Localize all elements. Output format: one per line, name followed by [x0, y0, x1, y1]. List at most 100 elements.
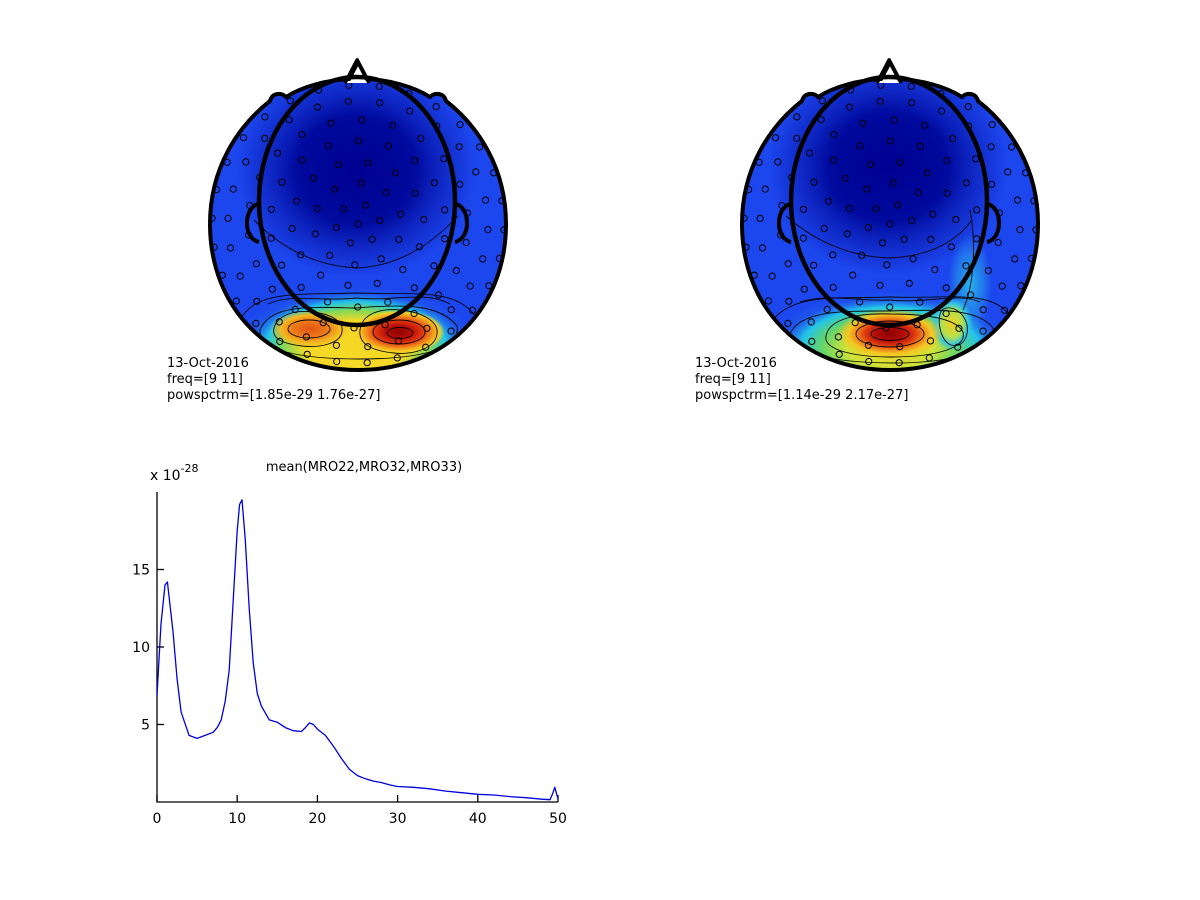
sensor-marker	[468, 306, 477, 314]
sensor-marker	[893, 201, 902, 209]
sensor-marker	[313, 205, 321, 213]
sensor-marker	[1011, 255, 1019, 263]
sensor-marker	[466, 282, 474, 290]
sensor-marker	[326, 251, 334, 259]
sensor-marker	[808, 337, 816, 345]
sensor-marker	[805, 149, 814, 157]
sensor-marker	[994, 238, 1002, 247]
topoplot-left-annotation: 13-Oct-2016 freq=[9 11] powspctrm=[1.85e…	[167, 356, 497, 404]
sensor-marker	[830, 130, 838, 139]
sensor-marker	[476, 143, 484, 151]
sensor-marker	[395, 235, 403, 243]
sensor-marker	[793, 113, 801, 121]
sensor-marker	[942, 284, 950, 292]
sensor-marker	[890, 116, 898, 124]
sensor-marker	[830, 156, 838, 164]
sensor-marker	[267, 234, 275, 242]
sensor-marker	[346, 239, 355, 247]
sensor-marker	[420, 215, 428, 224]
sensor-marker	[252, 260, 260, 268]
topoplot-right-annotation: 13-Oct-2016 freq=[9 11] powspctrm=[1.14e…	[695, 356, 1025, 404]
sensor-marker	[484, 226, 492, 234]
sensor-marker	[440, 155, 448, 163]
sensor-marker	[921, 121, 929, 129]
spectrum-line	[156, 499, 559, 801]
sensor-marker	[333, 357, 341, 366]
sensor-marker	[239, 134, 248, 142]
sensor-marker	[303, 350, 311, 358]
sensor-marker	[829, 283, 837, 291]
sensor-marker	[236, 272, 244, 280]
sensor-marker	[456, 121, 464, 129]
exponent-mantissa: x 10	[150, 468, 181, 484]
sensor-marker	[979, 306, 987, 314]
sensor-marker	[931, 266, 939, 274]
sensor-marker	[302, 333, 311, 341]
sensor-marker	[896, 343, 904, 351]
sensor-marker	[979, 327, 987, 335]
sensor-marker	[845, 205, 853, 213]
y-axis-exponent: x 10-28	[150, 462, 199, 484]
sensor-marker	[389, 121, 397, 129]
sensor-marker	[909, 255, 917, 263]
sensor-marker	[908, 216, 916, 225]
y-tick-label: 10	[132, 640, 150, 656]
sensor-marker	[397, 210, 405, 218]
y-tick-label: 15	[132, 563, 150, 579]
sensor-marker	[988, 121, 996, 129]
sensor-marker	[377, 255, 385, 263]
sensor-marker	[954, 343, 962, 351]
freq-label: freq=[9 11]	[695, 372, 771, 387]
axis-lines	[156, 492, 558, 803]
sensor-marker	[432, 103, 440, 111]
sensor-marker	[916, 142, 924, 150]
sensor-marker	[938, 107, 946, 115]
sensor-marker	[926, 337, 935, 345]
sensor-marker	[784, 319, 792, 327]
sensor-marker	[411, 189, 419, 197]
interpolation-boundary	[739, 57, 1041, 373]
sensor-marker	[984, 267, 992, 275]
sensor-marker	[273, 149, 282, 157]
sensor-marker	[895, 359, 903, 367]
sensor-marker	[872, 205, 880, 213]
sensor-marker	[232, 297, 241, 305]
sensor-marker	[276, 337, 284, 345]
sensor-marker	[278, 178, 286, 186]
spectrum-plot: mean(MRO22,MRO32,MRO33) x 10-28 0 10 20 30 4…	[132, 460, 567, 827]
sensor-marker	[456, 180, 464, 188]
sensor-marker	[908, 99, 916, 107]
sensor-marker	[252, 319, 260, 327]
sensor-marker	[344, 281, 352, 289]
sensor-marker	[896, 159, 904, 167]
sensor-marker	[224, 214, 232, 222]
sensor-marker	[434, 291, 443, 299]
sensor-marker	[758, 244, 767, 252]
sensor-marker	[332, 341, 340, 349]
sensor-marker	[229, 185, 237, 193]
sensor-marker	[417, 135, 425, 143]
sensor-marker	[278, 261, 286, 269]
sensor-marker	[286, 97, 294, 105]
sensor-marker	[332, 223, 340, 232]
sensor-marker	[268, 285, 276, 293]
sensor-marker	[410, 309, 418, 318]
x-tick-label: 20	[308, 811, 326, 827]
y-axis-ticks: 5 10 15	[132, 563, 164, 734]
sensor-marker	[949, 135, 957, 143]
sensor-marker	[849, 271, 857, 279]
sensor-marker	[376, 216, 384, 225]
powspctrm-label: powspctrm=[1.85e-29 1.76e-27]	[167, 388, 381, 403]
sensor-marker	[311, 230, 319, 238]
sensor-marker	[799, 205, 808, 213]
sensor-marker	[964, 103, 972, 111]
y-tick-label: 5	[141, 718, 150, 734]
sensor-marker	[856, 142, 864, 150]
sensor-marker	[1013, 196, 1022, 204]
sensor-marker	[886, 137, 894, 145]
exponent-power: -28	[181, 462, 199, 475]
sensor-marker	[914, 189, 922, 197]
sensor-marker	[447, 306, 455, 314]
sensor-marker	[481, 196, 490, 204]
sensor-marker	[472, 168, 480, 176]
